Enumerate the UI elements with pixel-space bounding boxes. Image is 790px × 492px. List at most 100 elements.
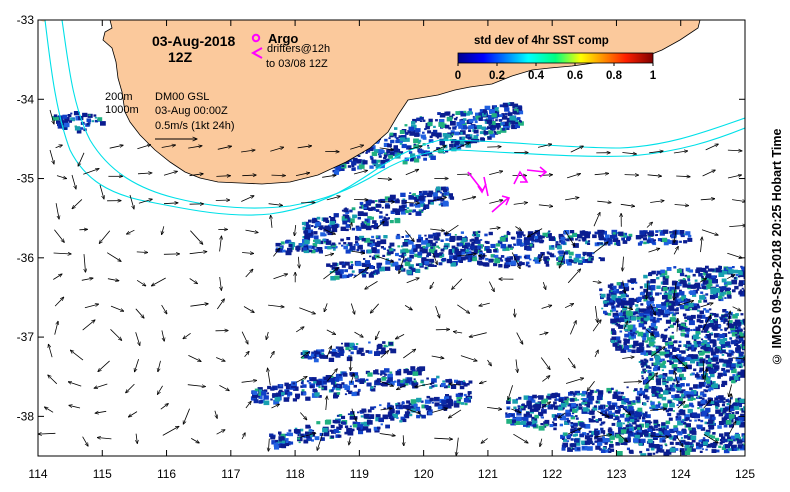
sst-cell — [333, 394, 339, 399]
sst-cell — [676, 404, 679, 406]
sst-cell — [596, 420, 599, 423]
sst-cell — [402, 160, 408, 165]
sst-cell — [373, 406, 377, 409]
sst-cell — [660, 406, 664, 410]
sst-cell — [486, 119, 493, 124]
sst-cell — [387, 251, 392, 255]
sst-cell — [581, 440, 587, 445]
current-arrow — [269, 351, 274, 359]
sst-cell — [398, 255, 402, 257]
sst-cell — [336, 414, 340, 417]
sst-cell — [348, 265, 353, 270]
sst-cell — [561, 240, 566, 245]
sst-cell — [346, 389, 350, 392]
sst-cell — [727, 406, 730, 408]
sst-cell — [285, 440, 289, 443]
sst-cell — [598, 235, 604, 240]
sst-cell — [731, 368, 737, 374]
sst-cell — [484, 240, 488, 244]
sst-cell — [389, 132, 394, 136]
sst-cell — [475, 115, 481, 120]
current-arrow — [110, 329, 122, 340]
sst-cell — [616, 321, 619, 323]
sst-cell — [493, 249, 497, 253]
sst-cell — [646, 280, 651, 284]
sst-cell — [735, 340, 740, 344]
sst-cell — [366, 272, 369, 274]
current-arrow — [700, 199, 715, 200]
sst-cell — [654, 386, 660, 391]
sst-cell — [668, 303, 672, 306]
sst-cell — [703, 325, 709, 331]
current-arrow — [489, 171, 503, 175]
sst-cell — [570, 428, 576, 433]
sst-cell — [417, 366, 423, 372]
sst-cell — [684, 316, 688, 319]
sst-cell — [344, 269, 348, 273]
sst-cell — [700, 399, 706, 404]
sst-cell — [482, 113, 487, 117]
sst-cell — [648, 386, 652, 389]
sst-cell — [334, 246, 338, 249]
current-arrow — [513, 433, 528, 443]
sst-cell — [314, 436, 320, 441]
sst-cell — [424, 404, 429, 409]
sst-cell — [383, 156, 387, 160]
current-arrow — [324, 254, 334, 256]
sst-cell — [723, 407, 728, 412]
sst-cell — [510, 260, 517, 266]
sst-cell — [725, 420, 732, 425]
sst-cell — [406, 400, 411, 404]
current-arrow — [538, 205, 553, 207]
sst-cell — [300, 382, 304, 385]
sst-cell — [335, 419, 341, 424]
sst-cell — [438, 262, 443, 266]
current-arrow — [702, 170, 716, 177]
sst-cell — [631, 414, 638, 420]
sst-cell — [600, 242, 603, 245]
current-arrow — [514, 308, 515, 317]
sst-cell — [685, 441, 690, 445]
sst-cell — [374, 269, 380, 274]
sst-cell — [445, 379, 450, 383]
sst-cell — [540, 416, 544, 419]
sst-cell — [743, 273, 745, 278]
current-arrow — [541, 402, 551, 409]
sst-cell — [595, 440, 598, 443]
sst-cell — [622, 297, 627, 302]
sst-cell — [365, 219, 369, 222]
sst-cell — [705, 285, 711, 290]
current-arrow — [151, 277, 166, 286]
current-arrow — [49, 109, 54, 124]
sst-cell — [418, 263, 423, 267]
sst-cell — [387, 377, 393, 382]
sst-cell — [409, 203, 414, 207]
sst-cell — [399, 130, 405, 134]
current-arrow — [54, 297, 64, 307]
sst-cell — [714, 323, 718, 327]
sst-cell — [399, 207, 404, 212]
sst-cell — [657, 238, 662, 242]
sst-cell — [400, 249, 406, 254]
sst-cell — [383, 235, 388, 239]
sst-cell — [660, 446, 663, 449]
sst-cell — [617, 405, 621, 409]
sst-cell — [451, 147, 457, 152]
current-arrow — [703, 434, 718, 443]
sst-cell — [389, 371, 393, 374]
sst-cell — [672, 280, 677, 285]
sst-cell — [297, 437, 300, 440]
sst-cell — [566, 398, 570, 401]
current-arrow — [456, 437, 459, 456]
sst-cell — [399, 142, 403, 145]
sst-cell — [488, 124, 491, 126]
current-arrow — [162, 426, 179, 436]
current-arrow — [350, 145, 363, 150]
sst-cell — [661, 305, 667, 311]
sst-cell — [339, 166, 345, 171]
sst-cell — [304, 221, 309, 226]
sst-cell — [731, 289, 736, 293]
current-arrow — [190, 304, 208, 307]
sst-cell — [331, 375, 334, 378]
sst-cell — [289, 441, 294, 445]
